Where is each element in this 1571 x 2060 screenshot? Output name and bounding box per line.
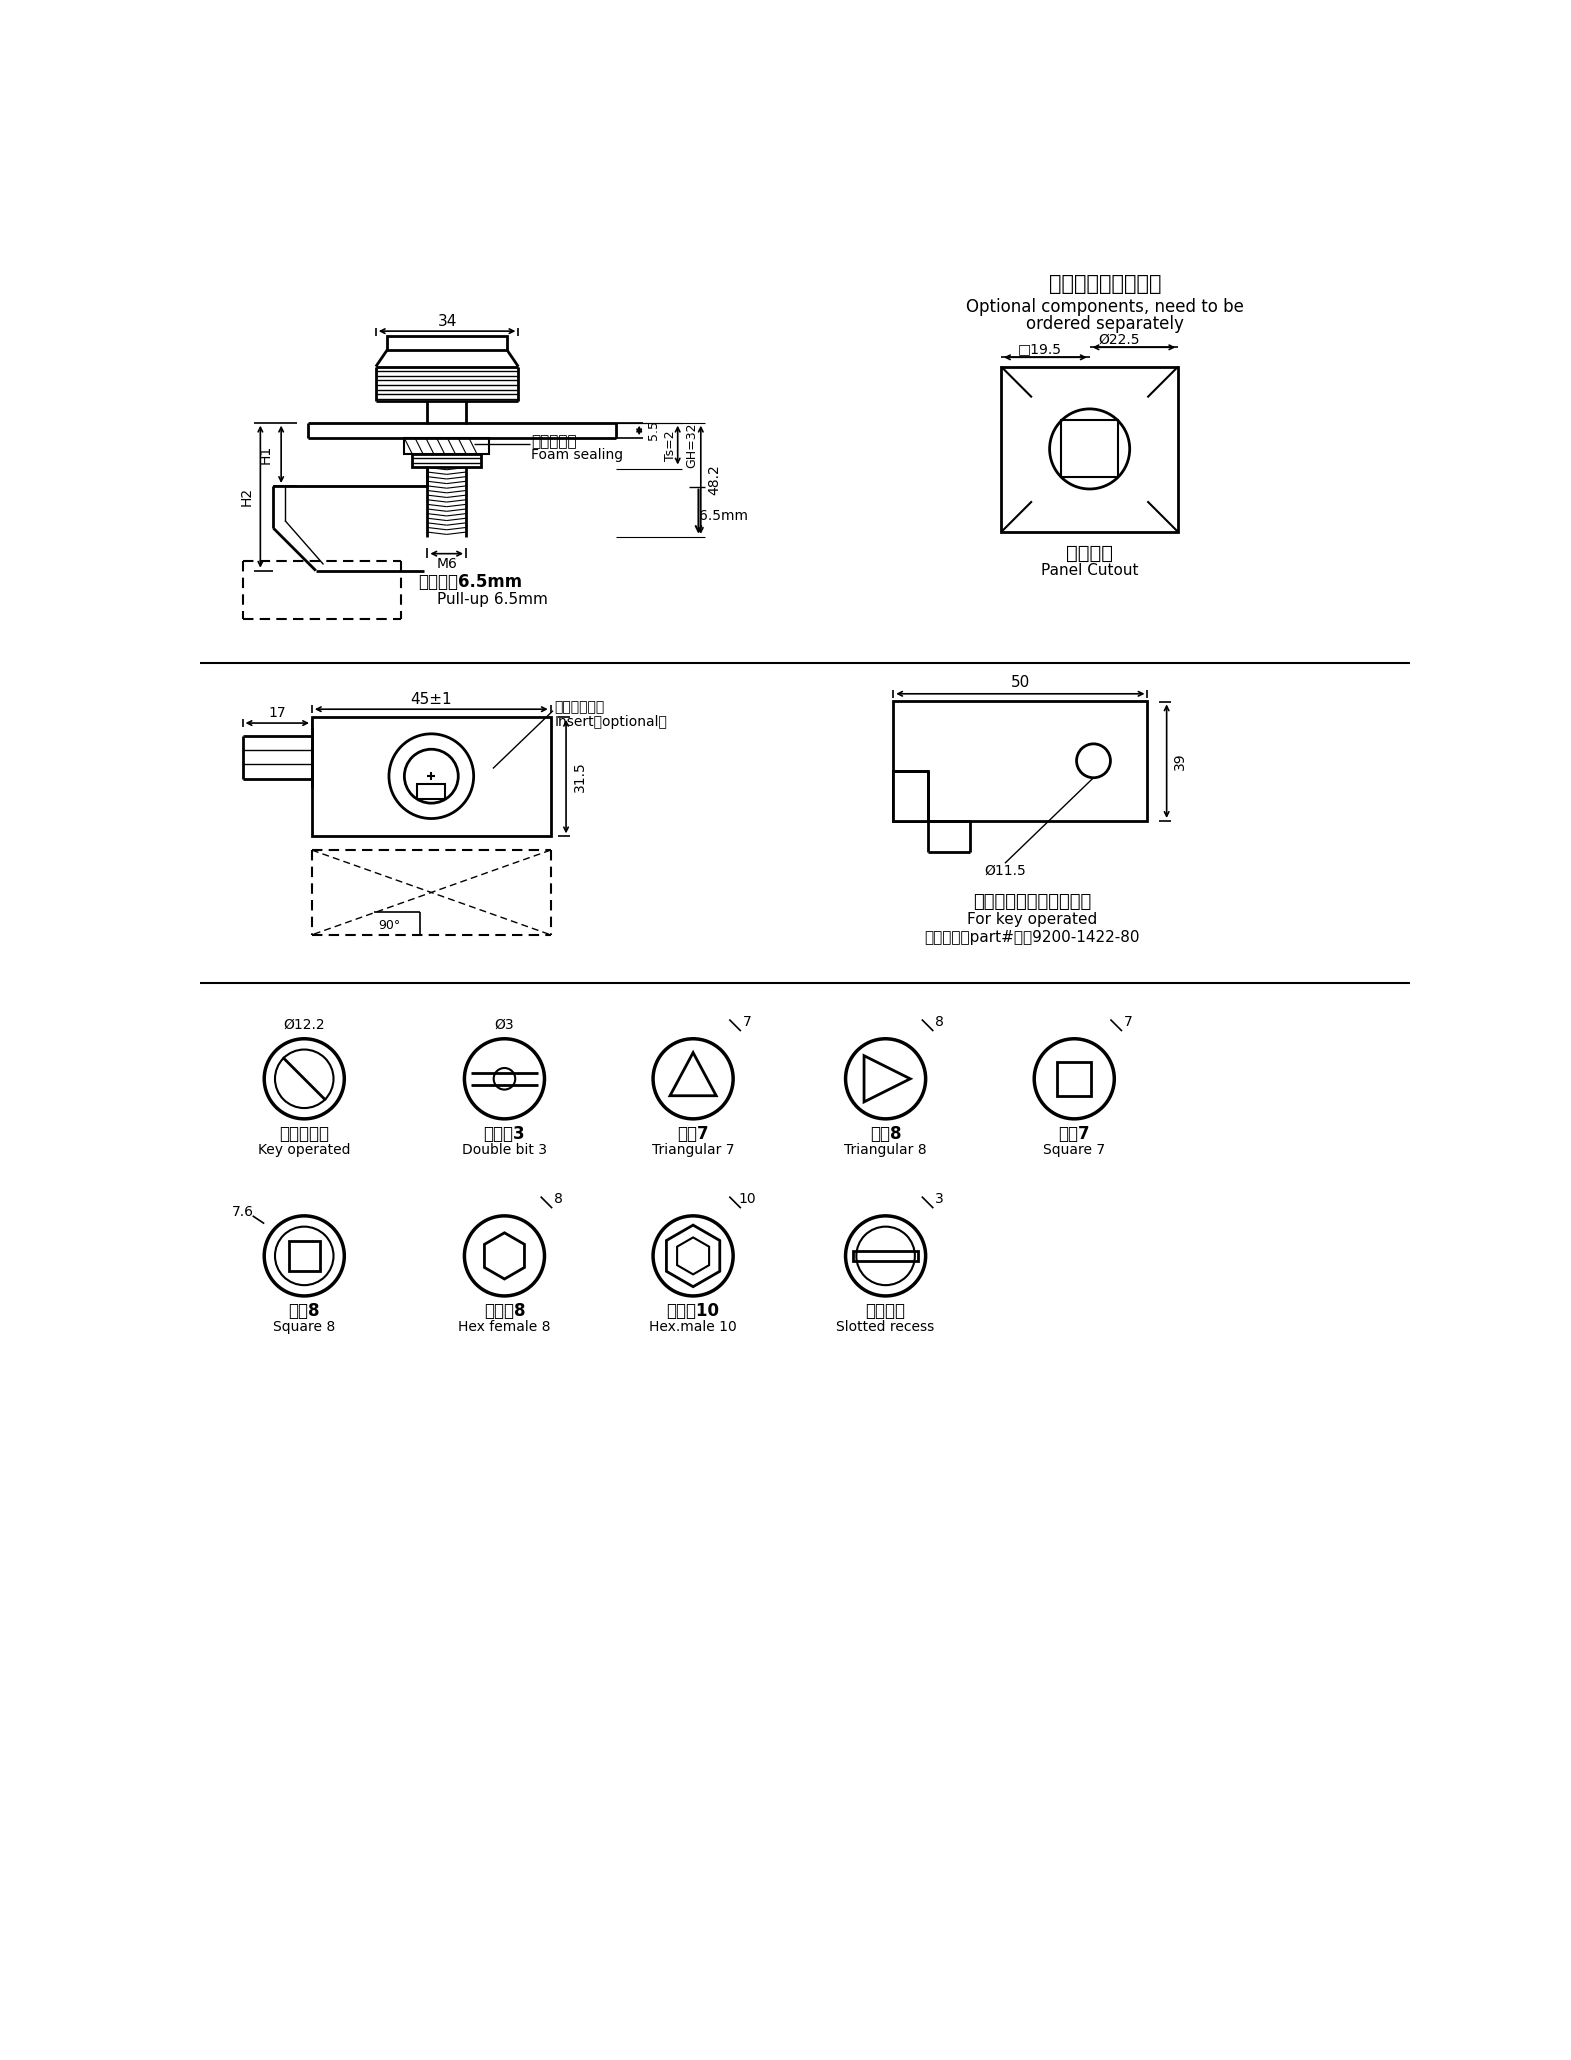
Text: Hex.male 10: Hex.male 10: [649, 1320, 737, 1333]
Text: 选配件，需单独订购: 选配件，需单独订购: [1049, 274, 1161, 295]
Text: Ø3: Ø3: [495, 1018, 514, 1032]
Text: H1: H1: [259, 445, 273, 464]
Text: GH=32: GH=32: [685, 422, 698, 468]
Text: Slotted recess: Slotted recess: [836, 1320, 935, 1333]
Text: 四方7: 四方7: [1059, 1125, 1090, 1143]
Bar: [1060, 420, 1119, 478]
Text: 8: 8: [555, 1193, 562, 1205]
Text: 开孔尺寸: 开孔尺寸: [1067, 544, 1114, 562]
Text: 压缩量：6.5mm: 压缩量：6.5mm: [418, 573, 522, 591]
Text: 48.2: 48.2: [707, 464, 721, 494]
Text: 17: 17: [269, 707, 286, 721]
Text: H2: H2: [239, 486, 253, 507]
Text: 内六角8: 内六角8: [484, 1302, 525, 1320]
Text: 31.5: 31.5: [573, 762, 588, 791]
Text: 5.5: 5.5: [647, 420, 660, 441]
Bar: [388, 336, 507, 350]
Text: Triangular 8: Triangular 8: [844, 1143, 927, 1156]
Text: 钒匙操纵型锁芯专用钒匙: 钒匙操纵型锁芯专用钒匙: [972, 892, 1090, 911]
Text: 三角8: 三角8: [870, 1125, 902, 1143]
Bar: [853, 1250, 917, 1261]
Text: Foam sealing: Foam sealing: [531, 449, 624, 461]
Text: 34: 34: [437, 315, 457, 330]
Text: 发泡橡胶帯: 发泡橡胶帯: [531, 435, 577, 449]
Text: 钒匙操纵型: 钒匙操纵型: [280, 1125, 330, 1143]
Text: 一字槽型: 一字槽型: [866, 1302, 905, 1320]
Text: □19.5: □19.5: [1018, 342, 1062, 356]
Text: For key operated: For key operated: [966, 913, 1097, 927]
Bar: [313, 717, 551, 836]
Text: 锁芯（选配）: 锁芯（选配）: [555, 700, 605, 715]
Text: 50: 50: [1010, 676, 1031, 690]
Bar: [894, 702, 1147, 820]
Text: Hex female 8: Hex female 8: [459, 1320, 551, 1333]
Text: Ts=2: Ts=2: [663, 431, 677, 461]
Text: ordered separately: ordered separately: [1026, 315, 1185, 334]
Text: Square 8: Square 8: [273, 1320, 335, 1333]
Text: Panel Cutout: Panel Cutout: [1042, 562, 1139, 579]
Text: 10: 10: [738, 1193, 756, 1205]
Bar: [418, 785, 445, 799]
Text: 外六角10: 外六角10: [666, 1302, 720, 1320]
Text: 双翅型3: 双翅型3: [484, 1125, 525, 1143]
Text: Ø11.5: Ø11.5: [983, 863, 1026, 878]
Text: 产品编号（part#）：9200-1422-80: 产品编号（part#）：9200-1422-80: [924, 931, 1139, 946]
Text: Double bit 3: Double bit 3: [462, 1143, 547, 1156]
Text: Optional components, need to be: Optional components, need to be: [966, 299, 1244, 317]
Text: 90°: 90°: [379, 919, 401, 931]
Text: Triangular 7: Triangular 7: [652, 1143, 734, 1156]
Text: Key operated: Key operated: [258, 1143, 350, 1156]
Bar: [1001, 367, 1178, 531]
Text: 三角7: 三角7: [677, 1125, 709, 1143]
Text: 8: 8: [935, 1016, 944, 1028]
Bar: [1057, 1061, 1092, 1096]
Text: Pull-up 6.5mm: Pull-up 6.5mm: [437, 593, 548, 608]
Text: 6.5mm: 6.5mm: [699, 509, 748, 523]
Text: Ø12.2: Ø12.2: [283, 1018, 325, 1032]
Bar: [894, 770, 928, 820]
Text: Ø22.5: Ø22.5: [1098, 332, 1139, 346]
Text: Square 7: Square 7: [1043, 1143, 1106, 1156]
Text: 四方8: 四方8: [289, 1302, 320, 1320]
Text: 45±1: 45±1: [410, 692, 452, 707]
Text: 39: 39: [1172, 752, 1186, 770]
Bar: [412, 453, 481, 468]
Bar: [404, 439, 489, 453]
Text: 7: 7: [743, 1016, 751, 1028]
Text: Insert（optional）: Insert（optional）: [555, 715, 668, 729]
Text: 7.6: 7.6: [231, 1205, 253, 1220]
Text: 3: 3: [935, 1193, 944, 1205]
Bar: [289, 1240, 319, 1271]
Text: M6: M6: [437, 556, 457, 571]
Text: 7: 7: [1123, 1016, 1133, 1028]
